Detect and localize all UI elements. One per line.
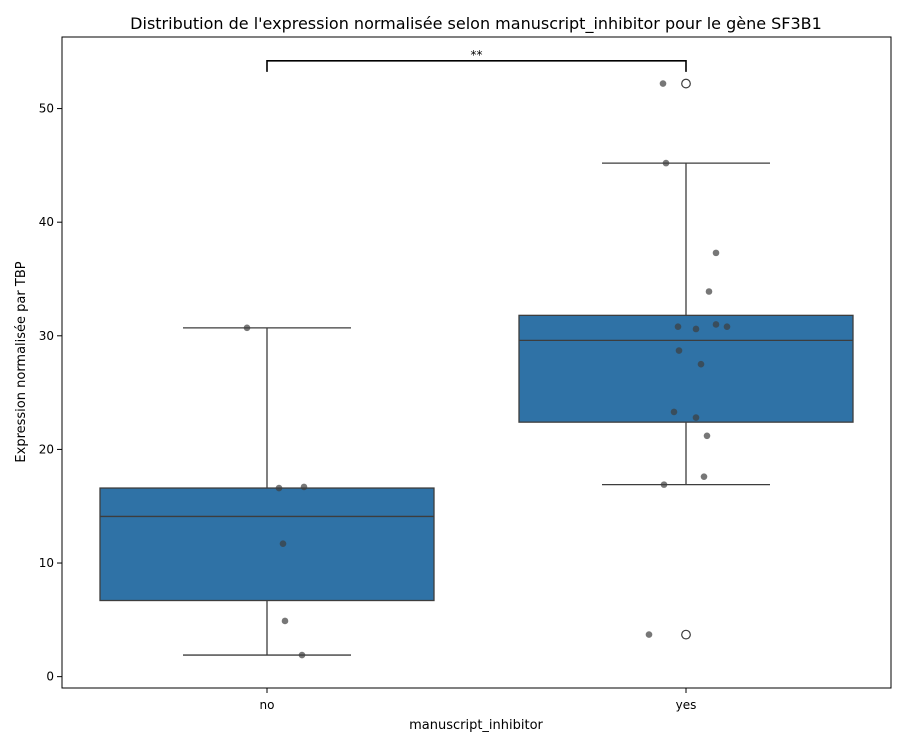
y-axis: 0 10 20 30 40 50 — [39, 102, 62, 684]
data-point — [662, 159, 670, 167]
data-point — [723, 323, 731, 331]
data-point — [660, 481, 668, 488]
data-point — [275, 484, 283, 492]
y-tick-label: 40 — [39, 215, 54, 229]
y-tick-label: 20 — [39, 442, 54, 456]
points-layer — [243, 80, 731, 659]
data-point — [300, 483, 308, 491]
x-axis: no yes — [260, 688, 697, 712]
y-tick-label: 0 — [46, 670, 54, 684]
data-point — [675, 347, 683, 354]
data-point — [692, 325, 700, 333]
data-point — [712, 249, 720, 257]
data-point — [243, 324, 251, 332]
data-point — [281, 617, 289, 625]
y-tick-label: 50 — [39, 102, 54, 116]
data-point — [298, 651, 306, 659]
data-point — [674, 323, 682, 331]
data-point — [279, 540, 287, 548]
boxes-layer — [99, 78, 854, 656]
data-point — [645, 631, 653, 638]
box-yes — [518, 314, 854, 423]
chart-title: Distribution de l'expression normalisée … — [130, 14, 822, 34]
data-point — [705, 288, 713, 295]
box-no — [99, 487, 435, 602]
significance-label: ** — [471, 48, 483, 62]
y-tick-label: 30 — [39, 329, 54, 343]
x-tick-label: no — [260, 698, 275, 712]
data-point — [703, 432, 711, 440]
y-tick-label: 10 — [39, 556, 54, 570]
data-point — [692, 414, 700, 421]
y-axis-label: Expression normalisée par TBP — [14, 261, 29, 462]
plot-area-frame — [61, 36, 892, 689]
outlier-marker — [681, 78, 691, 89]
x-axis-label: manuscript_inhibitor — [409, 718, 543, 733]
bracket-line — [266, 60, 687, 72]
x-tick-label: yes — [676, 698, 697, 712]
outlier-marker — [681, 629, 691, 640]
data-point — [700, 473, 708, 480]
significance-bracket: ** — [266, 48, 687, 72]
data-point — [697, 360, 705, 368]
data-point — [670, 408, 678, 416]
data-point — [659, 80, 667, 87]
data-point — [712, 321, 720, 328]
